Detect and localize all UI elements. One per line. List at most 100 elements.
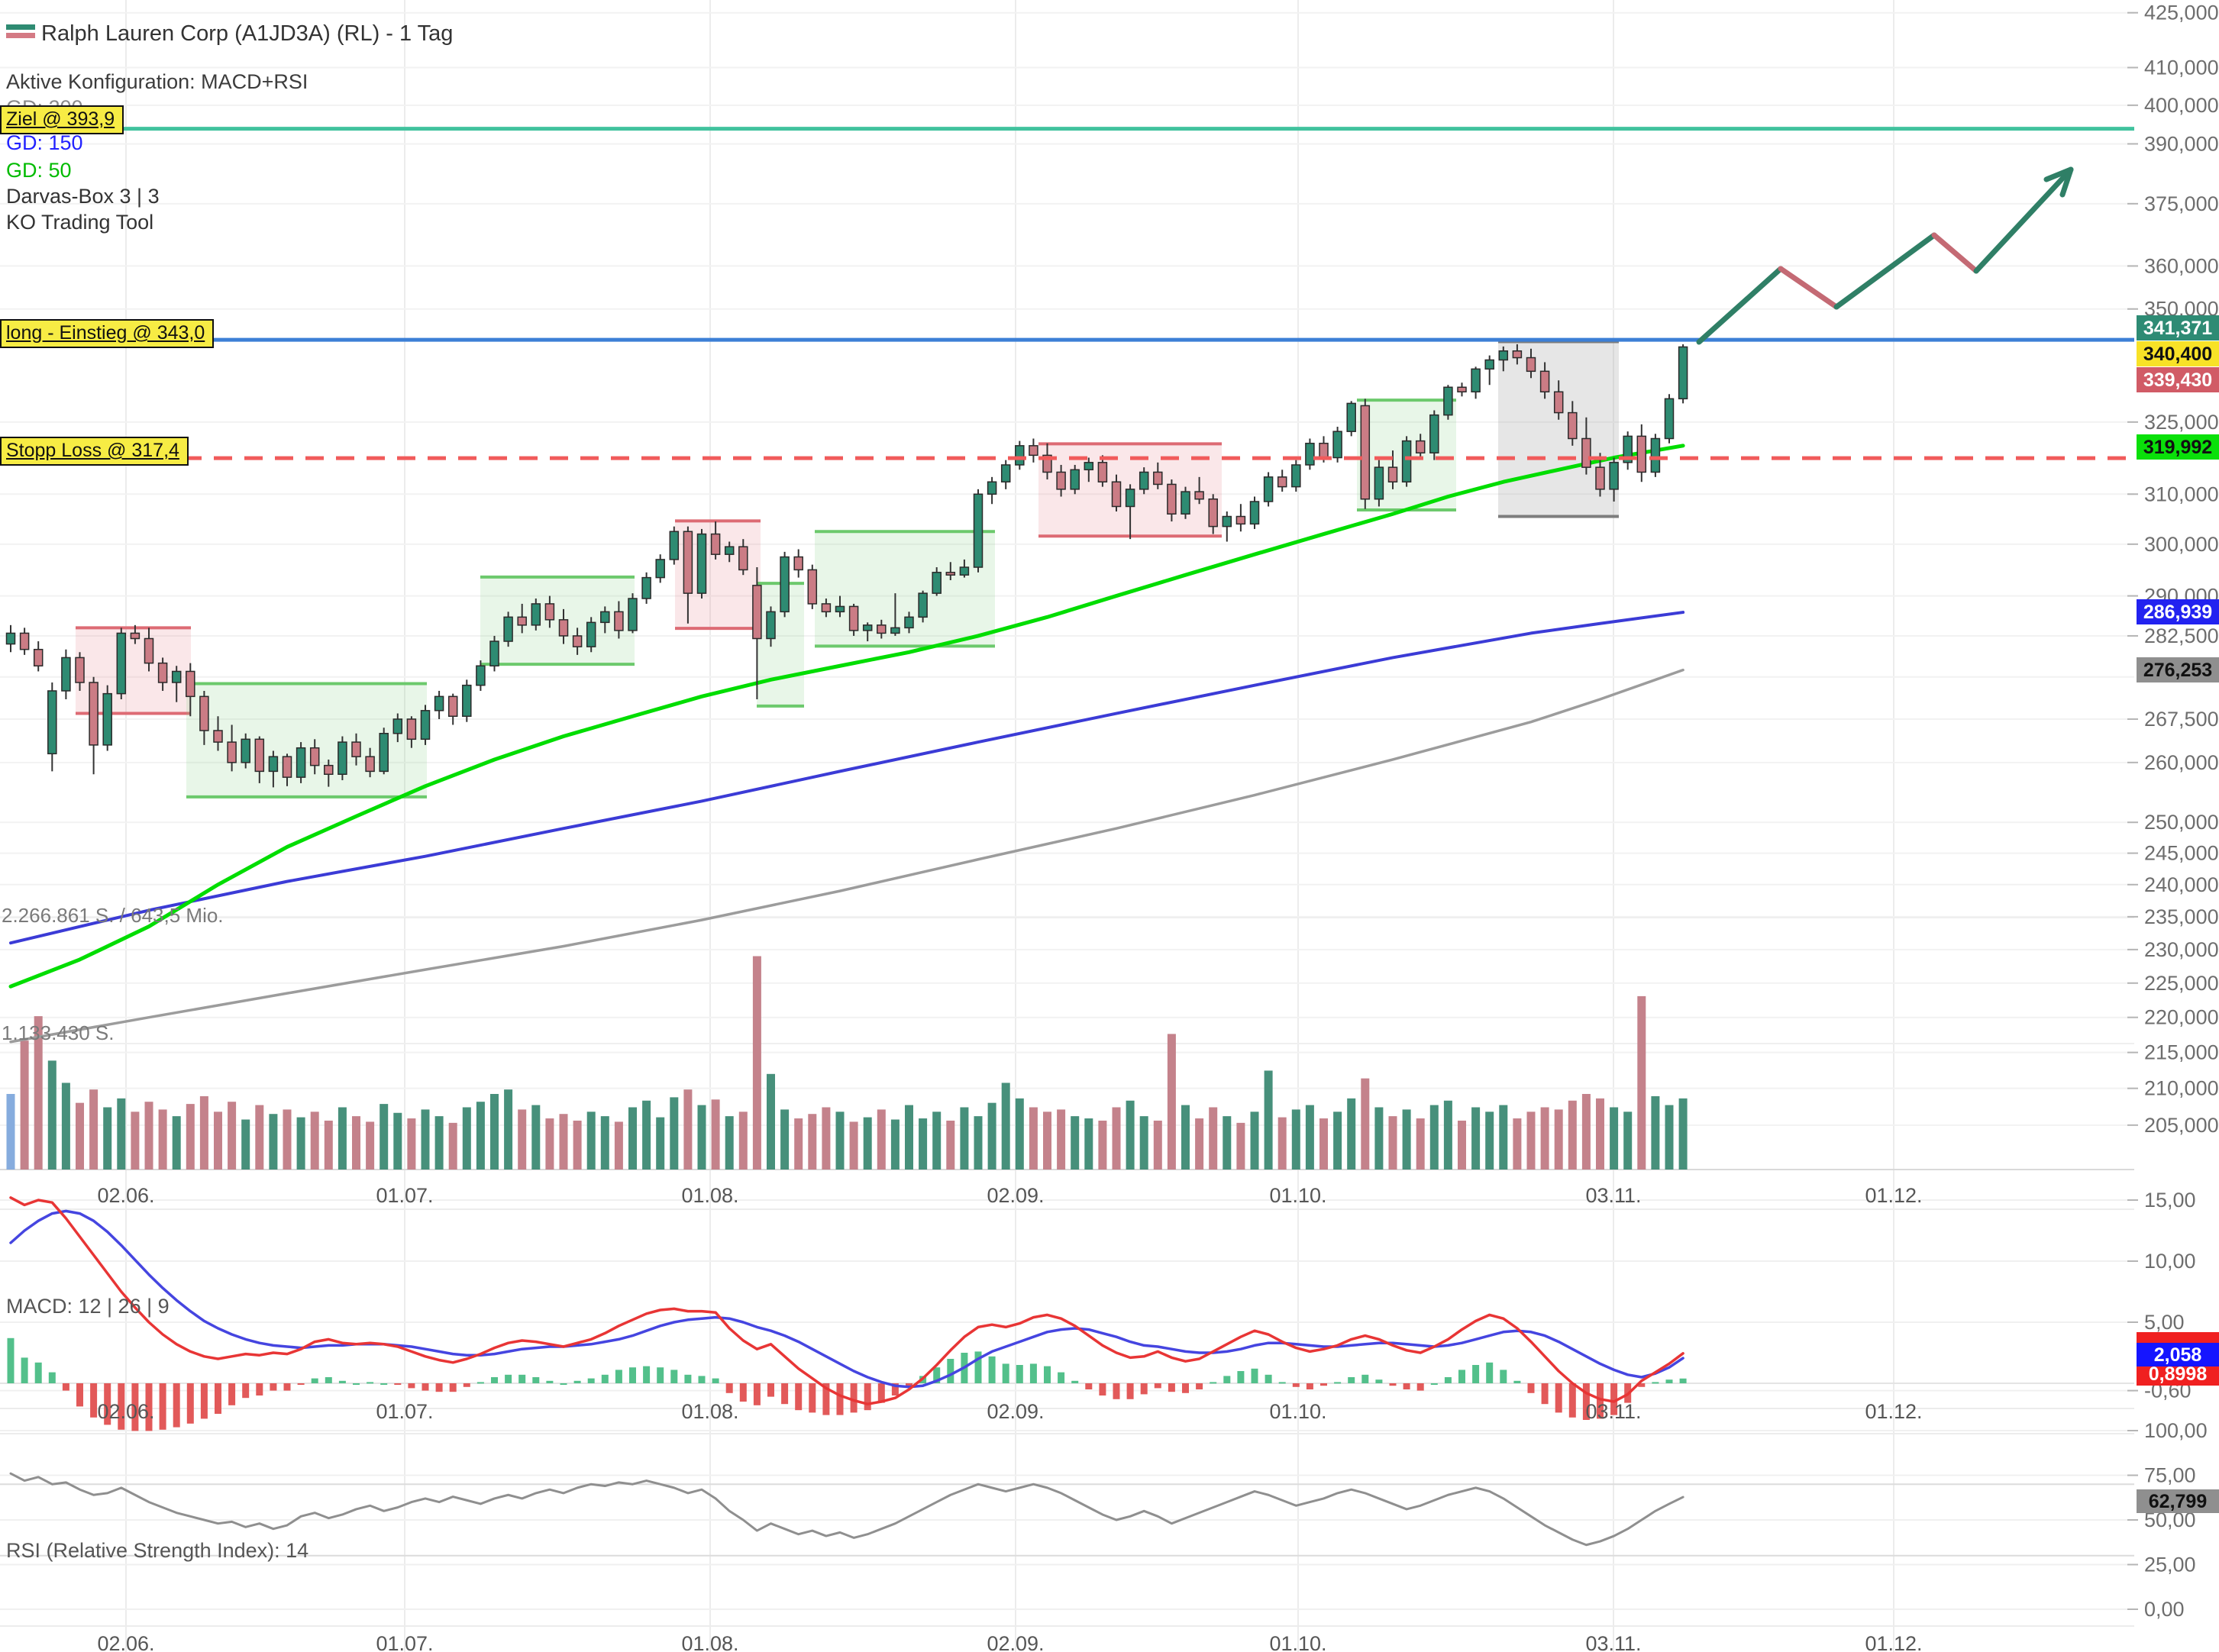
target-level-label[interactable]: Ziel @ 393,9 (0, 105, 124, 134)
date-axis-label: 01.12. (1865, 1184, 1922, 1207)
price-badge-value: 319,992 (2143, 437, 2212, 458)
projection-arrowhead (2043, 166, 2074, 198)
price-axis-label: 250,000 (2144, 811, 2219, 834)
macd-histogram-bar (1375, 1379, 1383, 1383)
macd-histogram-bar (643, 1366, 651, 1383)
date-axis-label: 01.07. (376, 1184, 433, 1207)
candle-down (19, 632, 30, 650)
volume-bar (199, 1095, 208, 1170)
price-badge-value: 286,939 (2143, 602, 2212, 623)
macd-histogram-bar (725, 1383, 733, 1393)
macd-histogram-bar (1597, 1383, 1604, 1419)
candle-down (130, 632, 141, 640)
macd-histogram-bar (1416, 1383, 1424, 1391)
candle-down (614, 611, 624, 631)
macd-histogram-bar (753, 1383, 761, 1405)
macd-histogram-bar (947, 1359, 954, 1383)
darvas-box-green (815, 531, 995, 647)
volume-bar (462, 1107, 471, 1170)
volume-bar (1250, 1112, 1259, 1170)
volume-bar (1195, 1118, 1204, 1170)
volume-bar (1623, 1112, 1633, 1170)
macd-histogram-bar (1113, 1383, 1120, 1399)
macd-histogram-bar (532, 1377, 540, 1383)
volume-bar (504, 1089, 513, 1170)
macd-histogram-bar (242, 1383, 250, 1399)
price-badge-value: 341,371 (2143, 318, 2212, 339)
candle-up (1346, 402, 1356, 432)
candle-up (780, 556, 790, 613)
macd-histogram-bar (1500, 1370, 1507, 1383)
candle-up (1015, 445, 1025, 466)
candle-up (392, 718, 403, 734)
candle-down (1387, 466, 1398, 482)
price-badge (2137, 315, 2219, 340)
price-axis-label: 425,000 (2144, 2, 2219, 24)
macd-histogram-bar (1292, 1383, 1300, 1387)
price-badge (2137, 367, 2219, 392)
date-axis-label: 01.12. (1865, 1632, 1922, 1652)
candle-down (157, 662, 168, 683)
macd-histogram-bar (1541, 1383, 1549, 1405)
candle-up (862, 624, 873, 631)
macd-histogram-bar (256, 1383, 263, 1395)
entry-level-label[interactable]: long - Einstieg @ 343,0 (0, 319, 215, 348)
candle-down (1153, 471, 1163, 486)
candle-up (1609, 462, 1619, 490)
legend-gd50: GD: 50 (6, 159, 72, 182)
macd-histogram-bar (505, 1374, 512, 1383)
volume-bar (586, 1112, 596, 1170)
icon-down-bar (6, 33, 35, 38)
candle-down (807, 569, 818, 605)
macd-histogram-bar (21, 1357, 28, 1383)
volume-bar (1333, 1112, 1342, 1170)
volume-bar (656, 1117, 665, 1170)
candle-down (33, 648, 44, 666)
price-axis-label: 282,500 (2144, 624, 2219, 647)
volume-bar (1057, 1109, 1066, 1170)
candle-down (1208, 498, 1218, 528)
price-axis-label: 240,000 (2144, 873, 2219, 896)
volume-bar (1153, 1120, 1162, 1170)
candle-up (489, 640, 499, 666)
candle-down (1056, 471, 1066, 490)
stop-loss-level-label[interactable]: Stopp Loss @ 317,4 (0, 437, 189, 466)
volume-bar (1568, 1100, 1577, 1170)
macd-histogram-bar (1210, 1382, 1217, 1384)
macd-histogram-bar (173, 1383, 180, 1428)
volume-bar (697, 1105, 706, 1170)
candle-down (1595, 466, 1605, 490)
date-axis-label: 01.10. (1269, 1184, 1326, 1207)
volume-bar (890, 1119, 900, 1170)
macd-histogram-bar (974, 1351, 982, 1383)
candle-down (1568, 411, 1578, 440)
volume-bar (283, 1109, 292, 1170)
candle-up (655, 559, 665, 579)
volume-bar (103, 1107, 112, 1170)
gd150-line (9, 611, 1685, 945)
candle-down (544, 603, 555, 621)
candle-up (1125, 489, 1135, 508)
volume-bar (531, 1105, 541, 1170)
volume-bar (490, 1094, 499, 1170)
volume-bar (1665, 1105, 1674, 1170)
projection-zigzag (1778, 266, 1839, 310)
volume-bar (1043, 1112, 1051, 1170)
macd-histogram-bar (560, 1383, 567, 1385)
volume-bar (780, 1109, 790, 1170)
volume-upper-gridline-label: 2.266.861 S. / 643,5 Mio. (2, 904, 224, 927)
volume-bar (1499, 1105, 1508, 1170)
volume-bar (89, 1089, 99, 1170)
candle-up (116, 632, 127, 695)
macd-histogram-bar (200, 1383, 208, 1419)
date-axis-label: 01.08. (681, 1400, 738, 1423)
candle-up (973, 493, 984, 568)
macd-histogram-bar (48, 1372, 56, 1383)
candle-up (932, 572, 942, 594)
volume-bar (6, 1094, 15, 1170)
darvas-box-green (480, 576, 635, 665)
macd-histogram-bar (1182, 1383, 1189, 1393)
volume-bar (1374, 1107, 1384, 1170)
volume-bar (1291, 1109, 1300, 1170)
